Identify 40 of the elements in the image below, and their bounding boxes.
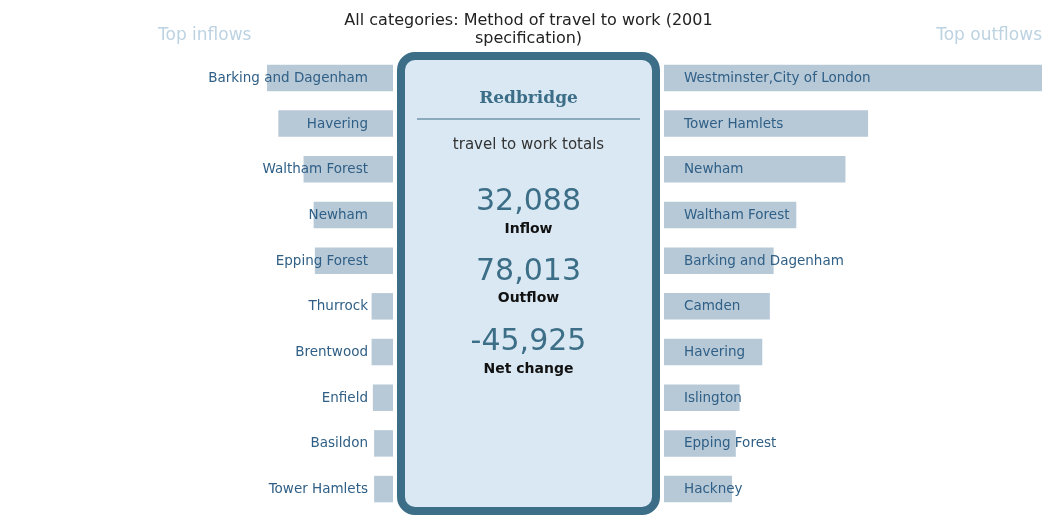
y-tick-label: Barking and Dagenham (684, 251, 844, 268)
bar (372, 384, 393, 411)
y-tick-label: Brentwood (295, 343, 368, 360)
y-tick-label: Epping Forest (684, 434, 777, 451)
y-tick-label: Newham (308, 205, 368, 222)
y-tick-label: Islington (684, 388, 742, 405)
text: Redbridge (479, 87, 579, 107)
y-tick-label: Thurrock (307, 297, 369, 314)
bar (374, 475, 393, 503)
y-tick-label: Hackney (684, 480, 743, 497)
text: All categories: Method of travel to work (2001 specification) (344, 10, 713, 47)
text: 32,088 (476, 182, 581, 217)
text: travel to work totals (452, 135, 605, 153)
chart-title: Top inflows (157, 24, 252, 44)
y-tick-label: Barking and Dagenham (208, 68, 368, 85)
text: Outflow (497, 289, 560, 305)
text: 78,013 (476, 252, 581, 287)
y-tick-label: Westminster,City of London (684, 68, 871, 85)
bar (664, 156, 846, 183)
y-tick-label: Tower Hamlets (683, 114, 784, 131)
y-tick-label: Waltham Forest (262, 160, 368, 177)
bar (371, 338, 393, 366)
bar (374, 430, 393, 457)
text: Inflow (504, 220, 553, 236)
y-tick-label: Tower Hamlets (267, 480, 368, 497)
bar (664, 293, 770, 320)
y-tick-label: Havering (684, 343, 746, 360)
y-tick-label: Havering (306, 114, 368, 131)
bar (664, 110, 869, 137)
text: -45,925 (470, 322, 587, 357)
y-tick-label: Enfield (321, 388, 368, 405)
bar (278, 110, 393, 137)
bar (371, 293, 393, 320)
y-tick-label: Camden (684, 297, 741, 314)
y-tick-label: Waltham Forest (684, 205, 790, 222)
chart-title: Top outflows (935, 24, 1043, 44)
text: Net change (483, 360, 574, 376)
y-tick-label: Basildon (310, 434, 368, 451)
y-tick-label: Epping Forest (275, 251, 368, 268)
y-tick-label: Newham (684, 160, 744, 177)
